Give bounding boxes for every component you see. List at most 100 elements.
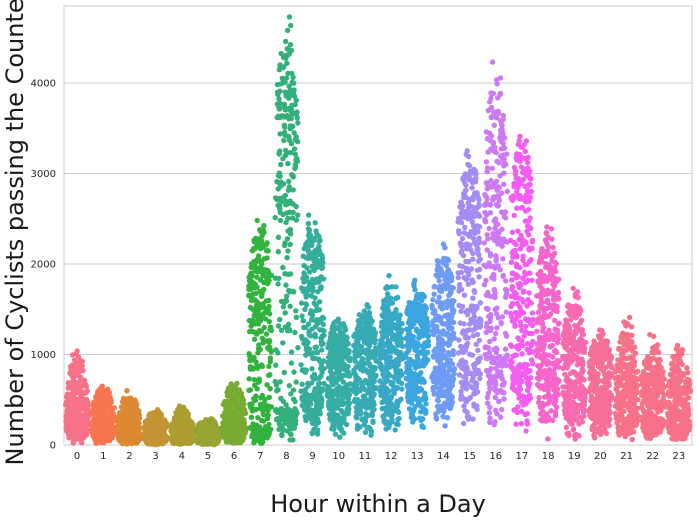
data-point	[283, 282, 289, 288]
data-point	[467, 196, 473, 203]
data-point	[259, 233, 265, 239]
data-point	[79, 363, 85, 369]
data-point	[433, 383, 439, 390]
data-point	[458, 308, 464, 314]
data-point	[417, 320, 424, 326]
data-point	[414, 379, 420, 386]
data-point	[287, 303, 293, 309]
data-point	[415, 291, 421, 298]
data-point	[282, 310, 288, 316]
data-point	[469, 352, 476, 358]
data-point	[234, 380, 240, 387]
data-point	[122, 437, 128, 444]
data-point	[246, 283, 252, 289]
data-point	[84, 427, 90, 433]
data-point	[390, 321, 396, 327]
data-point	[471, 177, 477, 183]
data-point	[326, 399, 332, 405]
data-point	[433, 416, 440, 422]
data-point	[73, 411, 79, 417]
data-point	[303, 301, 309, 307]
data-point	[261, 256, 267, 262]
data-point	[443, 272, 449, 278]
data-point	[246, 351, 252, 357]
data-point	[470, 385, 476, 391]
data-point	[460, 252, 467, 259]
data-point	[258, 440, 264, 446]
data-point	[132, 436, 139, 442]
data-point	[411, 384, 417, 390]
data-point	[313, 344, 320, 350]
data-point	[384, 307, 390, 313]
data-point	[135, 407, 141, 413]
data-point	[281, 415, 287, 422]
data-point	[65, 418, 72, 424]
data-point	[293, 308, 299, 314]
data-point	[317, 411, 323, 417]
data-point	[422, 303, 428, 309]
data-point	[293, 379, 299, 385]
data-point	[366, 387, 373, 394]
data-point	[455, 274, 461, 281]
data-point	[84, 399, 90, 405]
data-point	[312, 220, 318, 226]
data-point	[391, 336, 397, 342]
data-point	[81, 378, 87, 384]
data-point	[312, 386, 318, 392]
data-point	[417, 415, 423, 421]
data-point	[126, 437, 132, 443]
data-point	[450, 351, 456, 358]
data-point	[335, 349, 342, 355]
data-point	[76, 379, 82, 386]
data-point	[312, 331, 318, 337]
data-point	[70, 372, 76, 378]
data-point	[422, 390, 428, 396]
data-point	[310, 355, 316, 361]
data-point	[259, 363, 266, 370]
data-point	[274, 388, 280, 394]
data-point	[357, 388, 363, 394]
data-point	[94, 392, 101, 399]
data-point	[176, 403, 183, 409]
data-point	[423, 407, 429, 414]
data-point	[466, 163, 473, 169]
data-point	[286, 184, 292, 190]
data-point	[149, 436, 155, 443]
data-point	[437, 360, 443, 367]
data-point	[262, 310, 268, 316]
data-point	[279, 113, 285, 119]
data-point	[404, 326, 410, 332]
data-point	[344, 382, 351, 388]
data-point	[248, 414, 255, 420]
data-point	[319, 347, 325, 353]
data-point	[372, 330, 378, 336]
data-point	[392, 427, 398, 433]
data-point	[356, 323, 362, 329]
data-point	[443, 331, 449, 337]
data-point	[351, 385, 357, 391]
data-point	[286, 83, 292, 90]
data-point	[344, 340, 350, 346]
data-point	[77, 411, 83, 417]
data-point	[336, 326, 342, 333]
data-point	[304, 288, 310, 295]
data-point	[300, 318, 306, 324]
data-point	[415, 341, 422, 348]
data-point	[464, 381, 471, 387]
data-point	[488, 114, 494, 121]
data-point	[395, 294, 401, 301]
data-point	[184, 424, 190, 430]
data-point	[133, 402, 140, 408]
data-point	[393, 375, 399, 381]
data-point	[289, 172, 295, 178]
data-point	[178, 440, 184, 446]
data-point	[395, 359, 402, 365]
data-point	[383, 356, 389, 362]
data-point	[252, 268, 258, 274]
data-point	[415, 397, 421, 404]
data-point	[398, 329, 404, 335]
data-point	[251, 382, 258, 388]
data-point	[305, 238, 312, 245]
data-point	[370, 418, 376, 424]
data-point	[145, 417, 151, 423]
